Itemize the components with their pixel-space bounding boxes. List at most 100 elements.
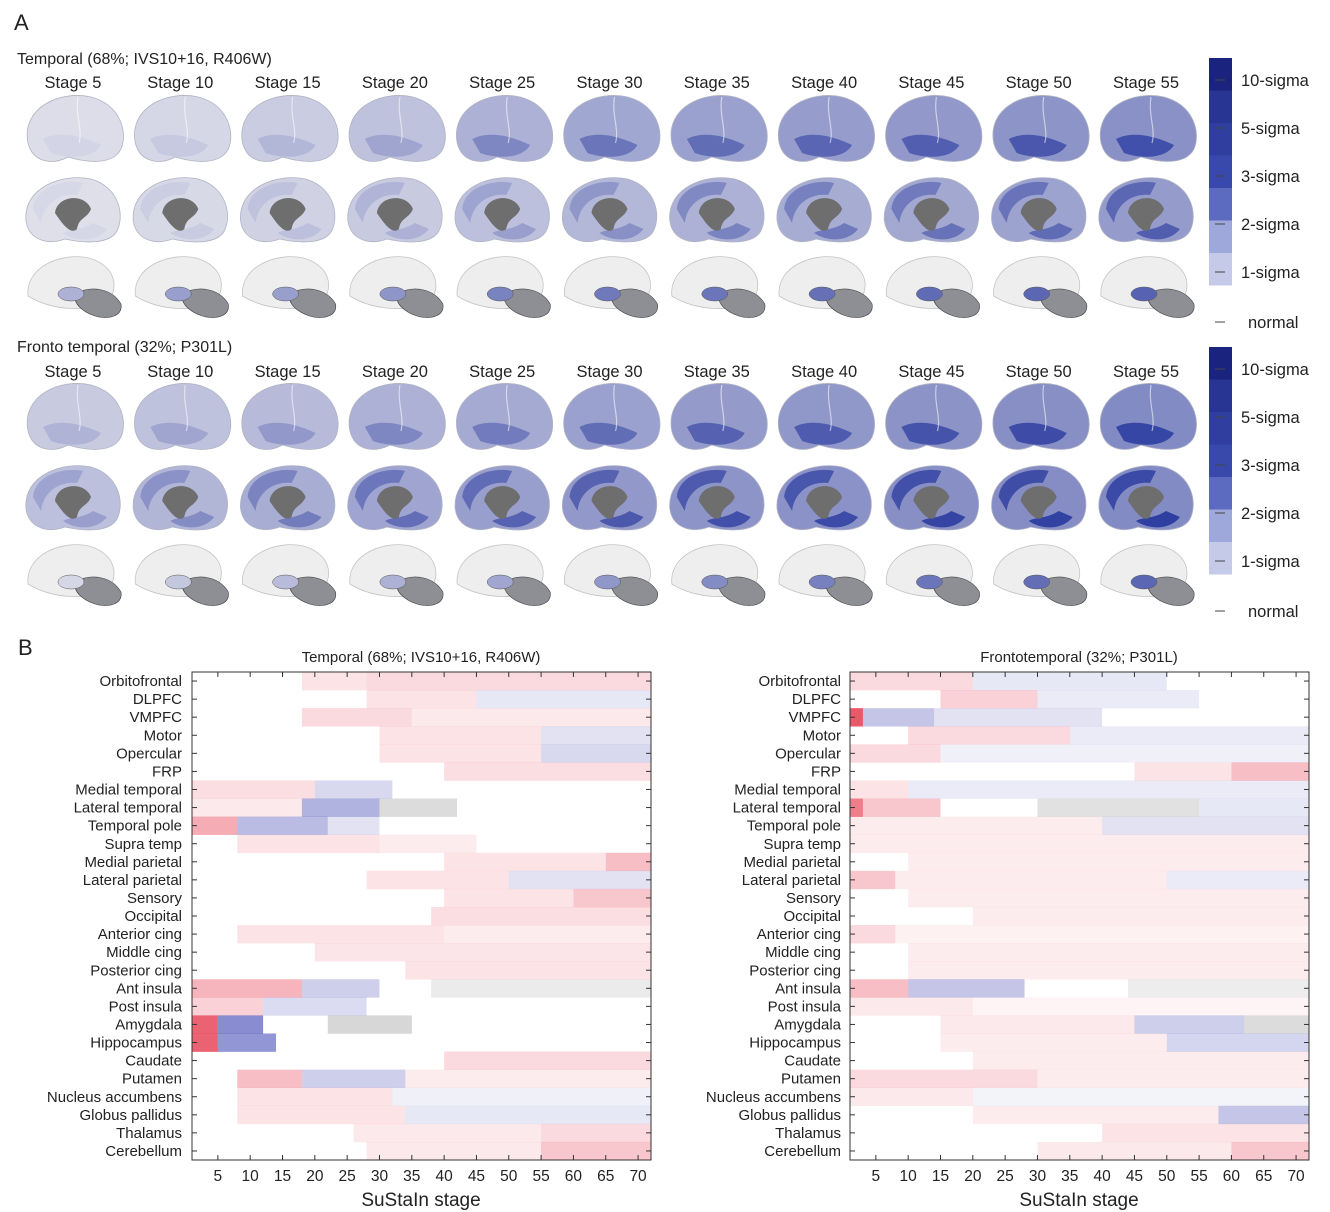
heatmap-cell <box>1244 1015 1309 1034</box>
brain-subcortical-view <box>1100 256 1195 318</box>
heatmap-cell <box>850 672 973 691</box>
region-label: Opercular <box>116 745 182 762</box>
heatmap-cell <box>940 744 1309 763</box>
stage-label: Stage 25 <box>469 74 535 92</box>
brain-lateral-view <box>456 95 554 162</box>
x-tick-label: 15 <box>274 1168 291 1185</box>
heatmap-cell <box>908 888 1309 908</box>
colorbar: 10-sigma 5-sigma 3-sigma 2-sigma 1-sigma norm… <box>1209 347 1310 621</box>
panel-a-letter: A <box>14 10 29 35</box>
brain-subcortical-view <box>27 544 122 606</box>
heatmap-cell <box>972 997 1309 1016</box>
region-label: Amygdala <box>115 1017 182 1034</box>
brain-lateral-view <box>777 95 875 162</box>
heatmap-cell <box>908 979 1025 998</box>
region-label: Putamen <box>122 1071 182 1088</box>
brain-medial-view <box>25 465 121 531</box>
region-label: Temporal pole <box>747 818 841 835</box>
region-label: Ant insula <box>116 980 183 997</box>
heatmap-frame <box>849 671 1310 1161</box>
heatmap-chart: Frontotemporal (32%; P301L) Orbitofrontal… <box>706 649 1310 1211</box>
stage-label: Stage 10 <box>147 74 213 92</box>
heatmap-cell <box>972 1105 1219 1125</box>
brain-subcortical-view <box>456 544 551 606</box>
stage-label: Stage 20 <box>362 74 428 92</box>
brain-subcortical-view <box>564 256 658 318</box>
stage-label: Stage 35 <box>684 363 750 381</box>
heatmap-cell <box>934 708 1103 727</box>
heatmap-cell <box>192 1015 218 1034</box>
colorbar-swatch <box>1209 347 1232 380</box>
heatmap-cell <box>431 906 651 926</box>
brain-lateral-view <box>992 383 1090 450</box>
colorbar-swatch <box>1209 574 1232 608</box>
region-label: Post insula <box>768 998 842 1015</box>
heatmap-cell <box>541 1123 651 1143</box>
heatmap-title: Temporal (68%; IVS10+16, R406W) <box>302 649 541 666</box>
region-label: Nucleus accumbens <box>706 1089 841 1106</box>
region-label: Medial temporal <box>734 782 841 799</box>
brain-medial-view <box>991 465 1087 531</box>
heatmap-cell <box>237 1087 393 1107</box>
heatmap-cell <box>908 726 1070 745</box>
stage-label: Stage 35 <box>684 74 750 92</box>
heatmap-cell <box>908 852 1309 872</box>
heatmap-cell <box>405 1105 651 1125</box>
region-label: Caudate <box>784 1053 841 1070</box>
colorbar-swatch <box>1209 412 1232 445</box>
x-axis-label: SuStaIn stage <box>1019 1190 1138 1211</box>
x-tick-label: 70 <box>629 1168 647 1185</box>
heatmap-cell <box>192 798 302 817</box>
brain-lateral-view <box>26 95 124 162</box>
colorbar-swatch <box>1209 123 1232 156</box>
heatmap-cell <box>379 726 542 745</box>
heatmap-cell <box>217 1015 264 1034</box>
heatmap-cell <box>366 690 477 709</box>
region-label: DLPFC <box>792 691 841 708</box>
heatmap-cell <box>237 925 445 944</box>
region-label: Occipital <box>124 908 182 925</box>
heatmap-cell <box>237 1069 302 1089</box>
panel-a-row1-title: Temporal (68%; IVS10+16, R406W) <box>17 51 272 68</box>
colorbar-label: 10-sigma <box>1241 72 1310 90</box>
brain-medial-view <box>454 177 550 243</box>
brain-subcortical-view <box>778 256 873 318</box>
region-label: Supra temp <box>104 836 182 853</box>
heatmap-chart: Temporal (68%; IVS10+16, R406W) Orbitofro… <box>47 649 652 1211</box>
region-label: Hippocampus <box>90 1035 182 1052</box>
x-tick-label: 65 <box>597 1168 614 1185</box>
brain-subcortical-view <box>671 256 766 318</box>
region-label: Medial parietal <box>84 854 182 871</box>
colorbar-label: 5-sigma <box>1241 409 1301 427</box>
brain-subcortical-view <box>1100 544 1195 606</box>
brain-subcortical-view <box>885 544 980 606</box>
brain-lateral-view <box>241 383 339 450</box>
stage-label: Stage 5 <box>45 363 102 381</box>
region-label: Thalamus <box>775 1125 841 1142</box>
colorbar-swatch <box>1209 285 1232 319</box>
x-tick-label: 70 <box>1287 1168 1305 1185</box>
heatmap-cell <box>444 925 651 944</box>
brain-medial-view <box>1098 177 1194 243</box>
heatmap-cell <box>940 1033 1167 1052</box>
heatmap-cell <box>1134 762 1232 781</box>
x-tick-label: 55 <box>532 1168 549 1185</box>
brain-medial-view <box>347 465 443 531</box>
colorbar-swatch <box>1209 379 1232 413</box>
brain-subcortical-view <box>885 256 980 318</box>
stage-label: Stage 10 <box>147 363 213 381</box>
x-tick-label: 25 <box>339 1168 356 1185</box>
heatmap-cell <box>353 1123 542 1143</box>
heatmap-cell <box>850 1069 1038 1089</box>
colorbar-swatch <box>1209 477 1232 510</box>
colorbar-label: normal <box>1248 603 1298 621</box>
heatmap-cell <box>862 708 935 727</box>
x-tick-label: 20 <box>306 1168 324 1185</box>
heatmap-title: Frontotemporal (32%; P301L) <box>980 649 1178 666</box>
region-label: Medial parietal <box>743 854 841 871</box>
heatmap-cell <box>1037 798 1200 817</box>
region-label: Lateral temporal <box>74 800 182 817</box>
brain-lateral-view <box>992 95 1090 162</box>
brain-subcortical-view <box>671 544 766 606</box>
heatmap-cell <box>1127 979 1309 998</box>
